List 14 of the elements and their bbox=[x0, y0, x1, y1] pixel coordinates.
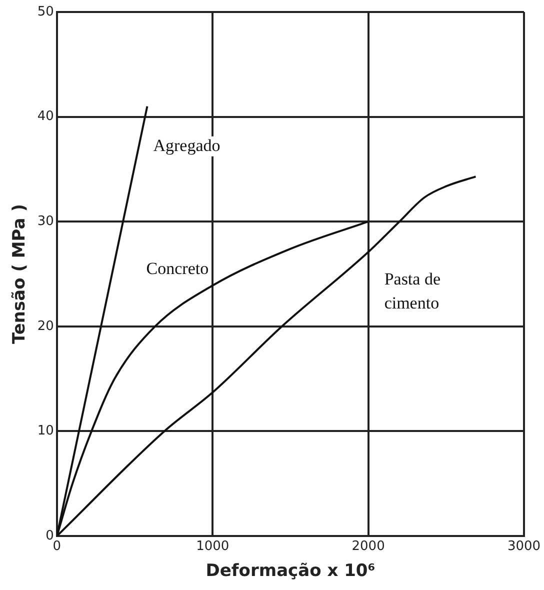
x-tick-label: 3000 bbox=[507, 539, 541, 554]
y-tick-label: 10 bbox=[37, 424, 54, 439]
y-tick-label: 0 bbox=[46, 528, 54, 544]
x-axis-title: Deformação x 10⁶ bbox=[206, 561, 376, 582]
y-axis-title: Tensão ( MPa ) bbox=[10, 204, 30, 344]
y-tick-label: 50 bbox=[37, 4, 54, 20]
y-tick-label: 20 bbox=[37, 318, 54, 334]
x-tick-label: 2000 bbox=[352, 539, 385, 554]
series-label: Pasta de cimento bbox=[384, 269, 440, 312]
x-tick-label: 1000 bbox=[196, 539, 230, 554]
series-label: Agregado bbox=[153, 136, 220, 155]
y-tick-label: 40 bbox=[37, 109, 54, 124]
series-label: Concreto bbox=[146, 258, 209, 278]
y-tick-label: 30 bbox=[37, 214, 54, 229]
